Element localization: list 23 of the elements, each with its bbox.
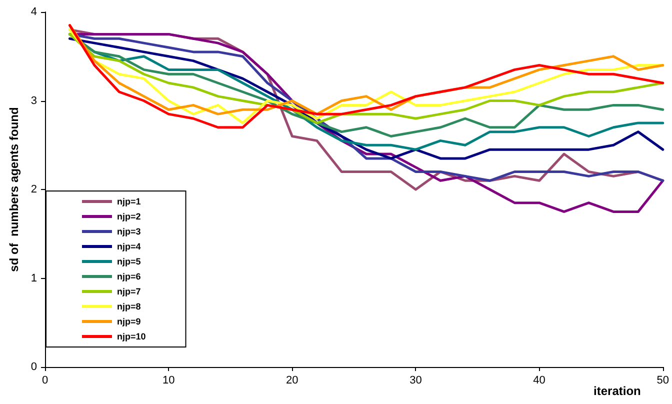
y-tick-label: 2 xyxy=(30,184,38,196)
y-tick-label: 3 xyxy=(30,94,38,107)
legend-label: njp=5 xyxy=(117,256,141,266)
y-tick-label: 1 xyxy=(30,272,38,284)
x-tick-label: 10 xyxy=(162,374,175,386)
legend-label: njp=9 xyxy=(117,316,141,326)
x-tick-label: 20 xyxy=(286,374,298,386)
legend-label: njp=3 xyxy=(117,226,141,236)
y-axis-title: sd of numbers agents found xyxy=(7,107,21,272)
legend-label: njp=8 xyxy=(117,302,141,312)
x-tick-label: 50 xyxy=(656,374,670,386)
x-tick-label: 0 xyxy=(42,374,48,386)
x-tick-label: 40 xyxy=(533,374,546,386)
legend-label: njp=1 xyxy=(117,196,141,206)
legend-label: njp=6 xyxy=(117,272,141,282)
legend-label: njp=7 xyxy=(117,286,141,296)
y-tick-label: 4 xyxy=(30,6,38,18)
legend-label: njp=4 xyxy=(117,242,141,252)
legend-label: njp=10 xyxy=(117,332,146,342)
y-tick-label: 0 xyxy=(30,361,38,373)
x-axis-title: iteration xyxy=(594,384,641,398)
x-tick-label: 30 xyxy=(410,374,422,386)
legend-label: njp=2 xyxy=(117,212,141,222)
